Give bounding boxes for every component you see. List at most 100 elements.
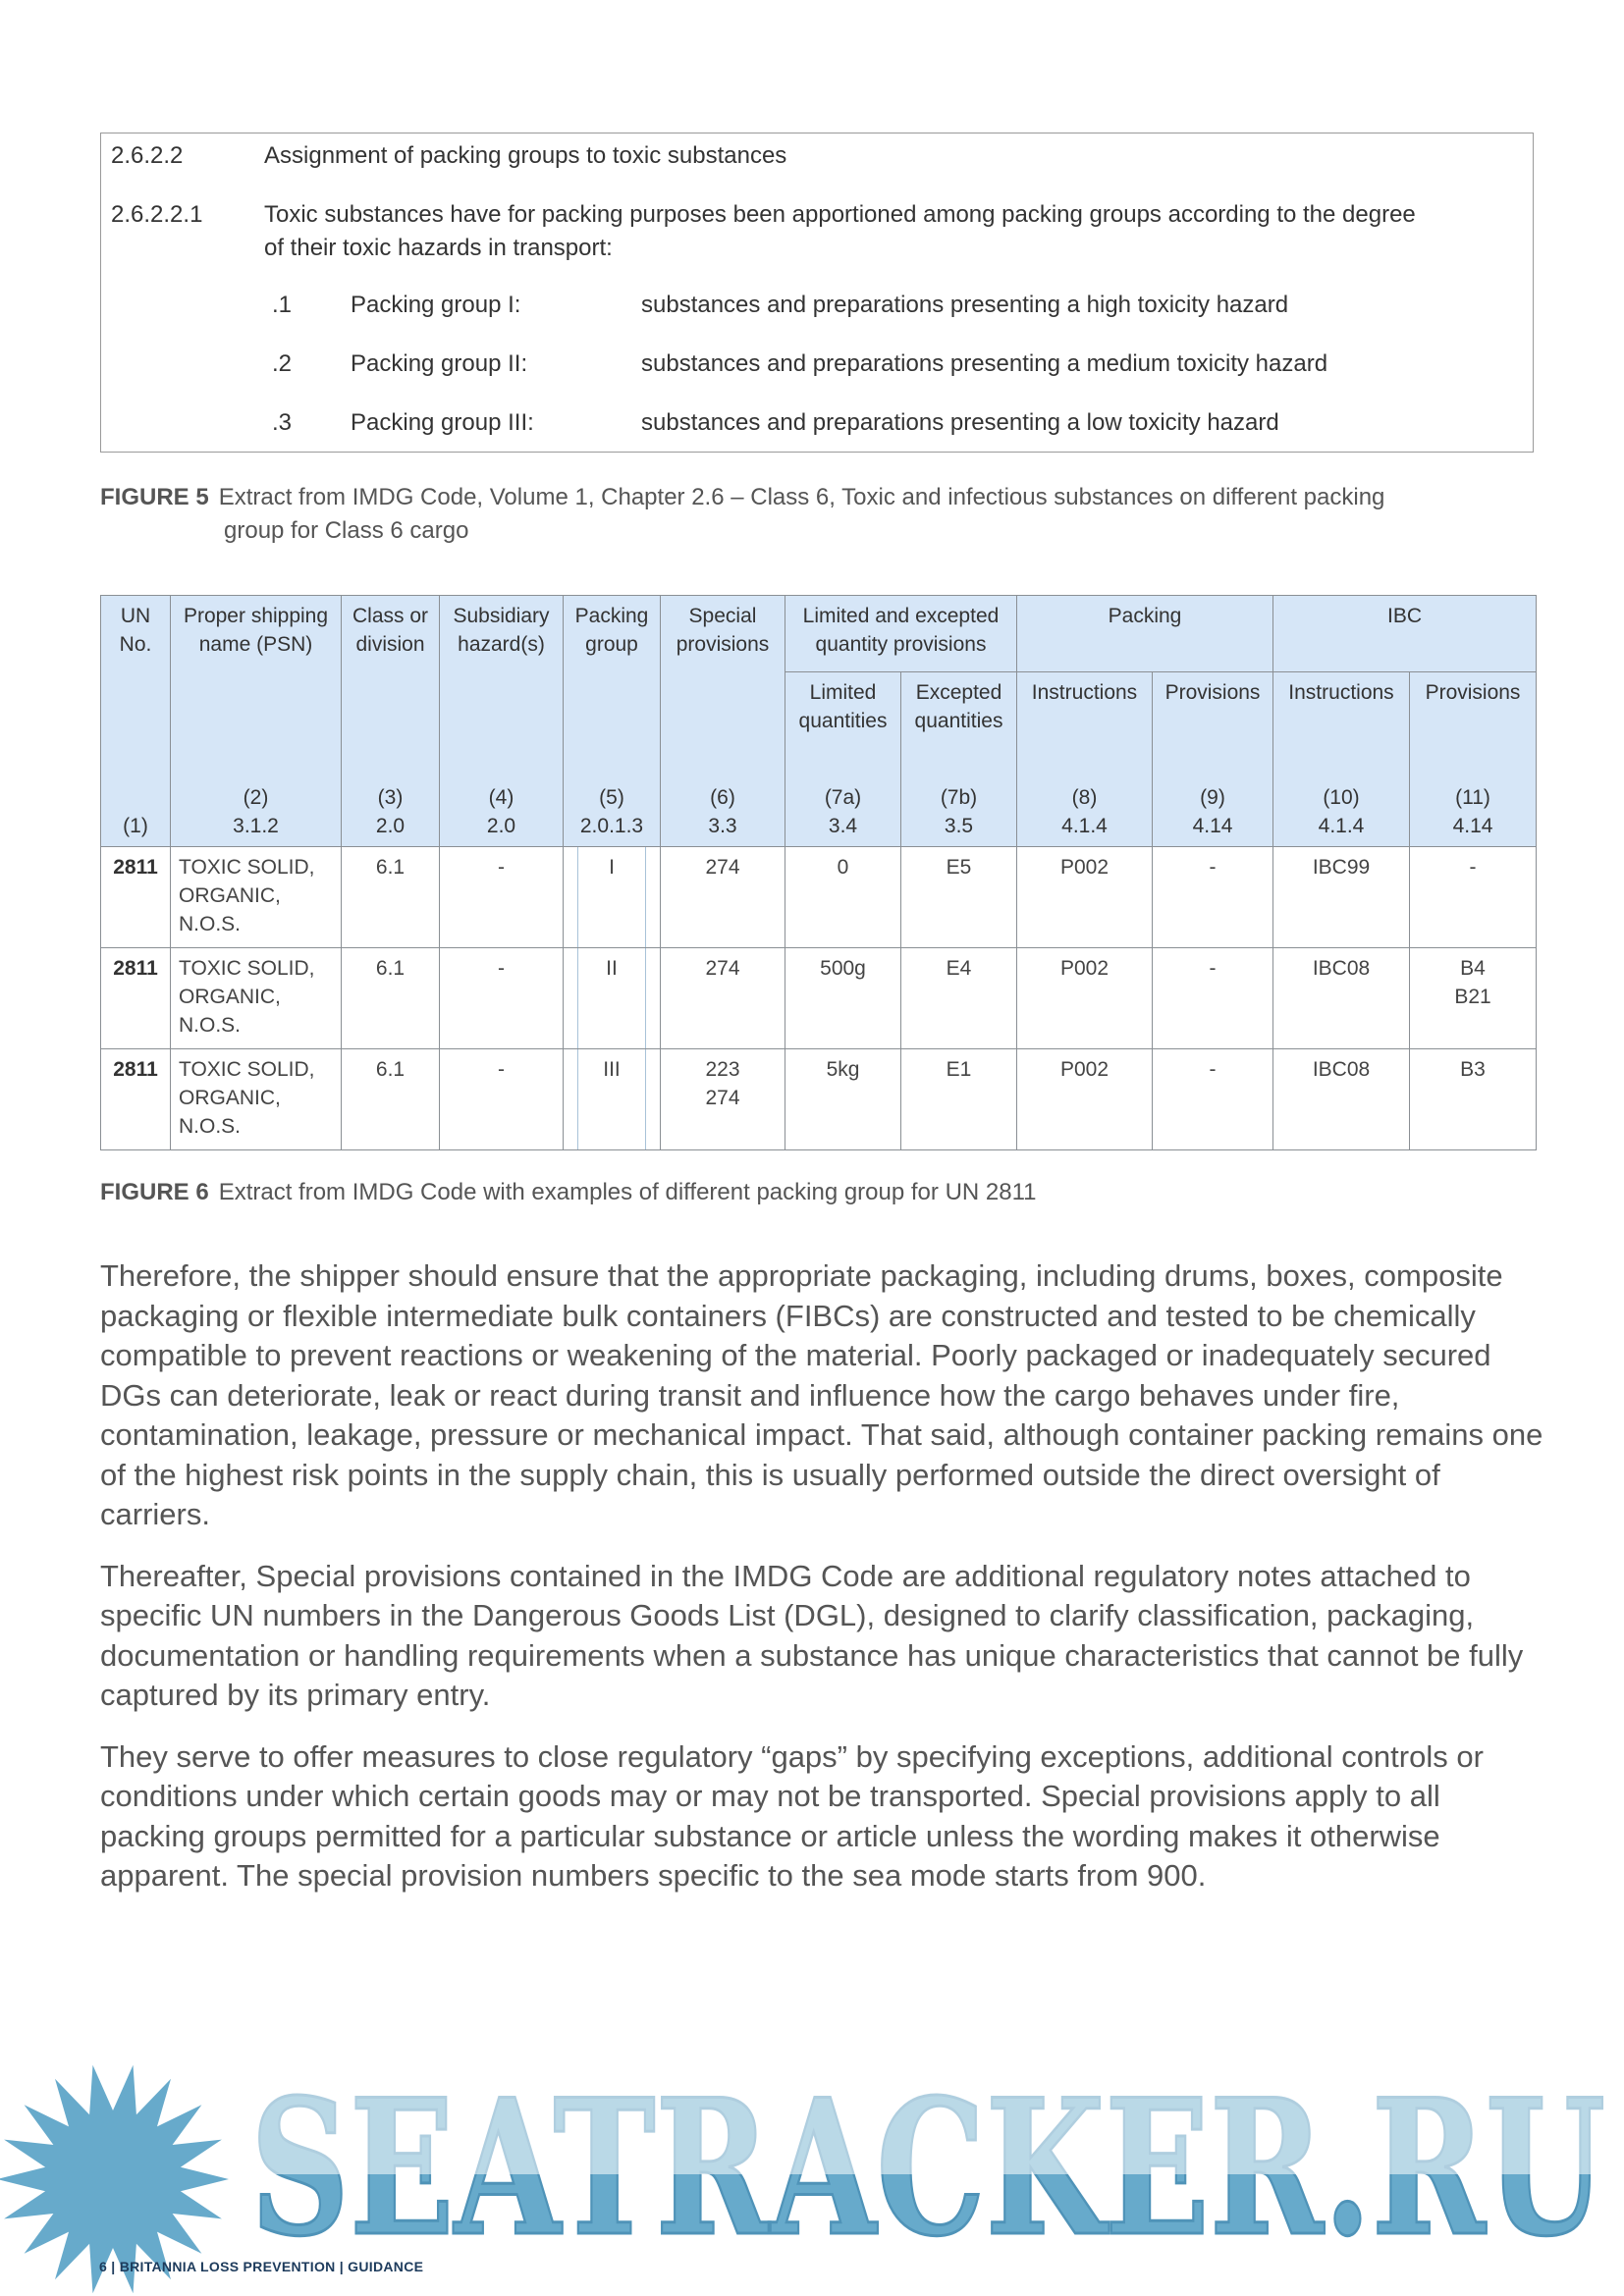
header-title: Limited quantities	[798, 680, 888, 732]
dangerous-goods-table: UN No. (1) Proper shipping name (PSN) (2) 3.…	[100, 595, 1537, 1150]
column-ref: (3)	[377, 786, 404, 809]
table-cell: 2811	[100, 1048, 171, 1150]
header-title: Subsidiary hazard(s)	[453, 605, 550, 656]
paragraph-line: Toxic substances have for packing purpos…	[264, 201, 1416, 228]
figure-label: FIGURE 5	[100, 484, 209, 510]
section-ref: 2.0.1.3	[579, 815, 644, 837]
header-title: UN No.	[119, 605, 152, 656]
table-cell: IBC08	[1272, 947, 1410, 1049]
item-group: Packing group I:	[351, 292, 521, 318]
column-ref: (2)	[243, 786, 269, 809]
header-title: Packing group	[574, 605, 649, 656]
section-ref: 3.3	[708, 815, 737, 837]
table-cell: TOXIC SOLID, ORGANIC, N.O.S.	[170, 846, 342, 948]
table-cell: TOXIC SOLID, ORGANIC, N.O.S.	[170, 947, 342, 1049]
section-heading: Assignment of packing groups to toxic su…	[264, 142, 787, 169]
table-cell: -	[439, 846, 564, 948]
paragraph-line: of their toxic hazards in transport:	[264, 235, 613, 261]
column-ref: (11)	[1455, 786, 1490, 809]
table-cell: 223 274	[660, 1048, 785, 1150]
table-cell: III	[563, 1048, 661, 1150]
column-header: Instructions (8) 4.1.4	[1016, 670, 1153, 848]
header-title: Instructions	[1031, 680, 1138, 704]
item-number: .3	[272, 409, 293, 436]
header-reference: (8) 4.1.4	[1021, 783, 1148, 840]
table-cell: E4	[900, 947, 1017, 1049]
table-cell: 2811	[100, 846, 171, 948]
body-paragraph: They serve to offer measures to close re…	[100, 1738, 1484, 1894]
header-reference: (5) 2.0.1.3	[568, 783, 656, 840]
column-ref: (5)	[599, 786, 624, 809]
table-cell: P002	[1016, 846, 1153, 948]
group-header: Packing	[1016, 595, 1273, 672]
header-title: Excepted quantities	[914, 680, 1003, 732]
table-cell: 274	[660, 846, 785, 948]
section-ref: 3.4	[828, 815, 858, 837]
watermark-logo: SEATRACKER.RU	[0, 2057, 1615, 2294]
table-cell: 2811	[100, 947, 171, 1049]
table-cell: 500g	[785, 947, 901, 1049]
table-cell: TOXIC SOLID, ORGANIC, N.O.S.	[170, 1048, 342, 1150]
table-cell: E5	[900, 846, 1017, 948]
header-title: Instructions	[1288, 680, 1394, 704]
section-ref: 4.1.4	[1318, 815, 1365, 837]
column-header: Packing group (5) 2.0.1.3	[563, 595, 661, 847]
figure-6-caption: FIGURE 6 Extract from IMDG Code with exam…	[100, 1176, 1524, 1209]
header-reference: (3) 2.0	[346, 783, 435, 840]
section-ref: 4.1.4	[1061, 815, 1108, 837]
column-ref: (1)	[123, 815, 148, 837]
section-ref: 3.1.2	[233, 815, 279, 837]
group-header: Limited and excepted quantity provisions	[785, 595, 1017, 672]
body-paragraph: Therefore, the shipper should ensure tha…	[100, 1258, 1543, 1531]
body-text: Therefore, the shipper should ensure tha…	[100, 1256, 1543, 1918]
group-header: IBC	[1272, 595, 1537, 672]
table-cell: B3	[1409, 1048, 1537, 1150]
item-group: Packing group II:	[351, 350, 528, 377]
column-header: Class or division (3) 2.0	[341, 595, 440, 847]
header-title: Provisions	[1164, 680, 1261, 704]
caption-text: Extract from IMDG Code with examples of …	[218, 1179, 1037, 1205]
table-cell: -	[439, 1048, 564, 1150]
column-ref: (9)	[1200, 786, 1225, 809]
column-header: Special provisions (6) 3.3	[660, 595, 785, 847]
table-cell: P002	[1016, 1048, 1153, 1150]
page-number: 6	[99, 2259, 108, 2274]
column-ref: (4)	[488, 786, 514, 809]
section-ref: 2.0	[375, 815, 406, 837]
header-reference: (1)	[105, 812, 166, 840]
section-ref: 2.0	[486, 815, 516, 837]
header-reference: (2) 3.1.2	[175, 783, 337, 840]
column-header: Provisions (9) 4.14	[1152, 670, 1273, 848]
table-cell: -	[1152, 1048, 1273, 1150]
header-row: UN No. (1) Proper shipping name (PSN) (2) 3.…	[100, 595, 1537, 847]
column-header: Instructions (10) 4.1.4	[1272, 670, 1410, 848]
table-cell: E1	[900, 1048, 1017, 1150]
section-ref: 4.14	[1192, 815, 1233, 837]
caption-text: group for Class 6 cargo	[224, 517, 469, 544]
header-reference: (6) 3.3	[665, 783, 781, 840]
item-group: Packing group III:	[351, 409, 534, 436]
table-cell: IBC08	[1272, 1048, 1410, 1150]
figure-label: FIGURE 6	[100, 1179, 209, 1205]
table-row: 2811 TOXIC SOLID, ORGANIC, N.O.S. 6.1- I 274…	[100, 846, 1537, 948]
header-reference: (10) 4.1.4	[1277, 783, 1405, 840]
table-cell: -	[439, 947, 564, 1049]
regulation-extract-box: 2.6.2.2 Assignment of packing groups to …	[100, 133, 1534, 453]
column-header: UN No. (1)	[100, 595, 171, 847]
item-description: substances and preparations presenting a…	[641, 292, 1289, 318]
table-cell: -	[1409, 846, 1537, 948]
table-cell: 6.1	[341, 1048, 440, 1150]
table-cell: IBC99	[1272, 846, 1410, 948]
header-title: Provisions	[1425, 680, 1521, 704]
table-cell: 0	[785, 846, 901, 948]
body-paragraph: Thereafter, Special provisions contained…	[100, 1558, 1524, 1713]
table-cell: 6.1	[341, 846, 440, 948]
column-ref: (7b)	[940, 786, 978, 809]
header-reference: (4) 2.0	[444, 783, 559, 840]
publication-name: BRITANNIA LOSS PREVENTION	[119, 2259, 336, 2274]
header-title: Special provisions	[676, 605, 770, 656]
column-ref: (8)	[1071, 786, 1098, 809]
header-title: Class or division	[352, 605, 429, 656]
caption-text: Extract from IMDG Code, Volume 1, Chapte…	[218, 484, 1385, 510]
column-header: Limited quantities (7a) 3.4	[785, 670, 901, 848]
